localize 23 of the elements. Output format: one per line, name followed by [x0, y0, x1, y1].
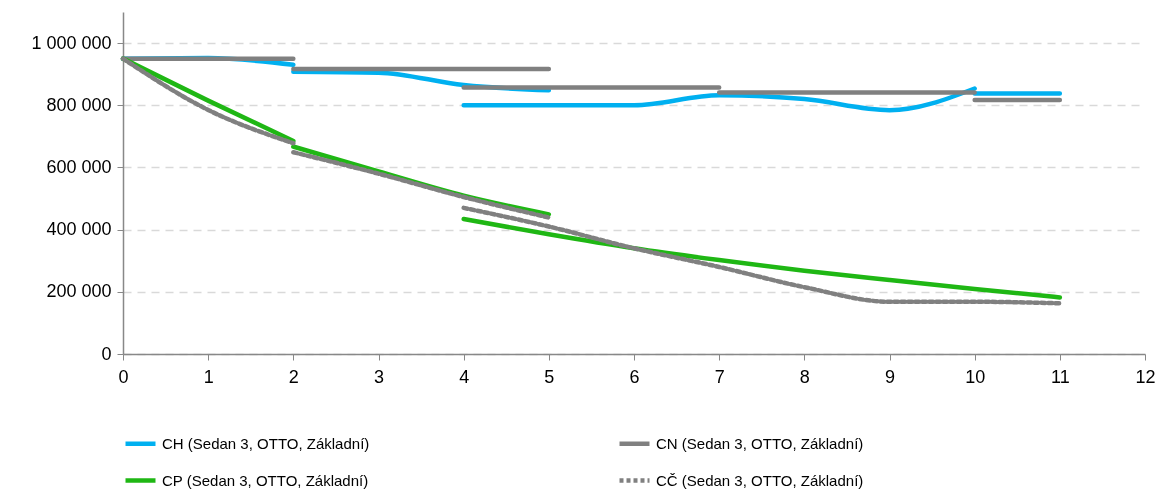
x-tick-label: 5 — [544, 366, 555, 387]
x-tick-label: 0 — [118, 366, 129, 387]
x-tick-label: 9 — [884, 366, 896, 387]
x-tick-label: 7 — [714, 366, 725, 387]
legend-label: CP (Sedan 3, OTTO, Základní) — [162, 471, 369, 489]
y-tick-label: 1 000 000 — [31, 32, 112, 53]
y-tick-label: 200 000 — [46, 281, 112, 302]
y-tick-label: 600 000 — [46, 156, 112, 177]
x-tick-label: 1 — [203, 366, 214, 387]
x-tick-label: 8 — [799, 366, 810, 387]
x-tick-label: 3 — [373, 366, 385, 387]
x-tick-label: 11 — [1050, 366, 1070, 387]
legend-label: CH (Sedan 3, OTTO, Základní) — [162, 434, 370, 452]
y-tick-label: 800 000 — [46, 94, 112, 115]
y-tick-label: 0 — [101, 343, 112, 364]
y-tick-label: 400 000 — [46, 219, 112, 240]
x-tick-label: 12 — [1135, 366, 1156, 387]
x-tick-label: 2 — [288, 366, 299, 387]
x-tick-label: 10 — [965, 366, 986, 387]
x-tick-label: 4 — [459, 366, 470, 387]
legend-label: CČ (Sedan 3, OTTO, Základní) — [656, 471, 864, 489]
x-tick-label: 6 — [629, 366, 640, 387]
legend-label: CN (Sedan 3, OTTO, Základní) — [656, 434, 864, 452]
